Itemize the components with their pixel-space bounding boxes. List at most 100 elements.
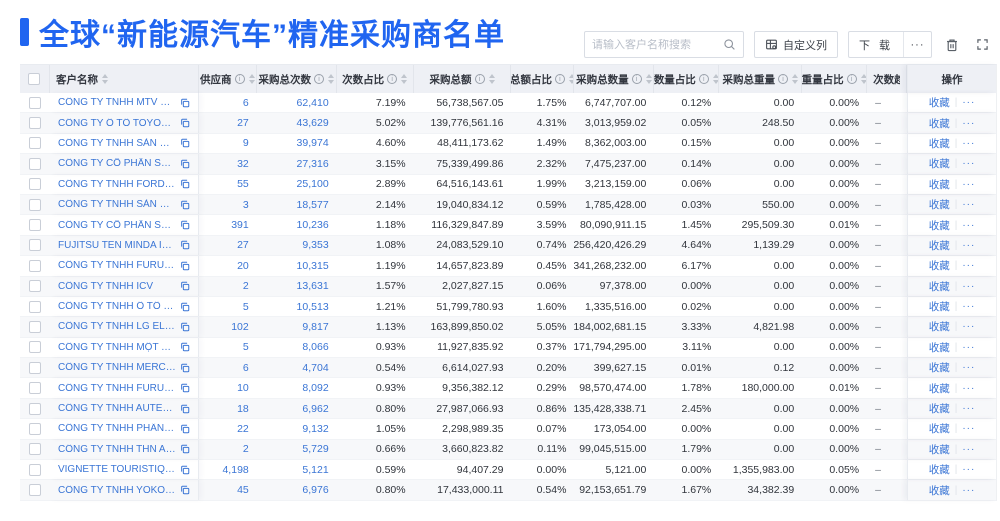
- info-icon[interactable]: i: [846, 74, 857, 84]
- sort-icon[interactable]: [860, 74, 867, 84]
- sort-icon[interactable]: [327, 74, 334, 84]
- row-checkbox[interactable]: [28, 484, 41, 497]
- company-name-link[interactable]: CÔNG TY TNHH SẢN XUẤT VÀ ...: [57, 137, 176, 149]
- cell-value-link[interactable]: 5: [242, 300, 249, 313]
- copy-icon[interactable]: [180, 200, 190, 210]
- cell-check[interactable]: [20, 297, 50, 316]
- cell-value-link[interactable]: 10: [237, 382, 249, 395]
- row-checkbox[interactable]: [28, 463, 41, 476]
- cell-value-link[interactable]: 8,066: [302, 341, 329, 354]
- cell-check[interactable]: [20, 236, 50, 255]
- column-header-suppliers[interactable]: 供应商 i: [199, 65, 257, 93]
- company-name-link[interactable]: CÔNG TY TNHH ICV: [57, 280, 153, 292]
- row-checkbox[interactable]: [28, 422, 41, 435]
- favorite-button[interactable]: 收藏: [928, 443, 950, 456]
- row-more-button[interactable]: ···: [962, 341, 976, 353]
- copy-icon[interactable]: [180, 465, 190, 475]
- row-more-button[interactable]: ···: [962, 321, 976, 333]
- cell-check[interactable]: [20, 93, 50, 112]
- favorite-button[interactable]: 收藏: [928, 403, 950, 416]
- column-header-purchase_weight[interactable]: 采购总重量 i: [719, 65, 803, 93]
- cell-value-link[interactable]: 4,198: [222, 463, 249, 476]
- customer-search[interactable]: [584, 31, 744, 58]
- cell-value-link[interactable]: 6,976: [302, 484, 329, 497]
- favorite-button[interactable]: 收藏: [928, 199, 950, 212]
- copy-icon[interactable]: [180, 98, 190, 108]
- cell-value-link[interactable]: 9,132: [302, 422, 329, 435]
- cell-value-link[interactable]: 22: [237, 422, 249, 435]
- row-checkbox[interactable]: [28, 117, 41, 130]
- info-icon[interactable]: i: [474, 74, 485, 84]
- favorite-button[interactable]: 收藏: [928, 219, 950, 232]
- cell-value-link[interactable]: 45: [237, 484, 249, 497]
- company-name-link[interactable]: CÔNG TY TNHH FURUKAWA A...: [57, 382, 176, 394]
- cell-value-link[interactable]: 5,121: [302, 463, 329, 476]
- row-more-button[interactable]: ···: [962, 301, 976, 313]
- row-checkbox[interactable]: [28, 402, 41, 415]
- favorite-button[interactable]: 收藏: [928, 178, 950, 191]
- cell-value-link[interactable]: 10,513: [296, 300, 329, 313]
- cell-check[interactable]: [20, 338, 50, 357]
- column-header-purchase_amount[interactable]: 采购总额 i: [414, 65, 512, 93]
- cell-value-link[interactable]: 2: [242, 443, 249, 456]
- company-name-link[interactable]: CÔNG TY TNHH AUTEL VIỆT N...: [57, 403, 176, 415]
- column-header-purchase_qty[interactable]: 采购总数量 i: [574, 65, 655, 93]
- info-icon[interactable]: i: [698, 74, 709, 84]
- copy-icon[interactable]: [180, 281, 190, 291]
- company-name-link[interactable]: CÔNG TY TNHH LG ELECTRON...: [57, 321, 176, 333]
- company-name-link[interactable]: CÔNG TY TNHH SẢN XUẤT VÀ ...: [57, 199, 176, 211]
- cell-check[interactable]: [20, 378, 50, 397]
- favorite-button[interactable]: 收藏: [928, 97, 950, 110]
- cell-value-link[interactable]: 3: [242, 198, 249, 211]
- sort-icon[interactable]: [488, 74, 495, 84]
- info-icon[interactable]: i: [387, 74, 398, 84]
- row-more-button[interactable]: ···: [962, 97, 976, 109]
- info-icon[interactable]: i: [554, 74, 565, 84]
- copy-icon[interactable]: [180, 342, 190, 352]
- row-more-button[interactable]: ···: [962, 382, 976, 394]
- column-header-weight_ratio[interactable]: 重量占比 i: [802, 65, 868, 93]
- favorite-button[interactable]: 收藏: [928, 158, 950, 171]
- row-checkbox[interactable]: [28, 320, 41, 333]
- cell-value-link[interactable]: 5: [242, 341, 249, 354]
- cell-value-link[interactable]: 6,962: [302, 402, 329, 415]
- row-more-button[interactable]: ···: [962, 423, 976, 435]
- cell-value-link[interactable]: 27: [237, 117, 249, 130]
- company-name-link[interactable]: VIGNETTE TOURISTIQUE G UNI...: [57, 464, 176, 476]
- column-header-purchase_times[interactable]: 采购总次数 i: [257, 65, 337, 93]
- sort-icon[interactable]: [101, 74, 108, 84]
- copy-icon[interactable]: [180, 302, 190, 312]
- select-all-checkbox[interactable]: [28, 73, 41, 85]
- favorite-button[interactable]: 收藏: [928, 423, 950, 436]
- info-icon[interactable]: i: [777, 74, 788, 84]
- cell-value-link[interactable]: 9,353: [302, 239, 329, 252]
- cell-value-link[interactable]: 102: [231, 320, 249, 333]
- row-more-button[interactable]: ···: [962, 403, 976, 415]
- copy-icon[interactable]: [180, 404, 190, 414]
- company-name-link[interactable]: CÔNG TY CỔ PHẦN SẢN XUẤT...: [57, 219, 176, 231]
- row-more-button[interactable]: ···: [962, 484, 976, 496]
- cell-check[interactable]: [20, 419, 50, 438]
- copy-icon[interactable]: [180, 220, 190, 230]
- row-checkbox[interactable]: [28, 382, 41, 395]
- copy-icon[interactable]: [180, 118, 190, 128]
- favorite-button[interactable]: 收藏: [928, 137, 950, 150]
- row-checkbox[interactable]: [28, 239, 41, 252]
- company-name-link[interactable]: CÔNG TY TNHH THN AUTOPAR...: [57, 443, 176, 455]
- cell-value-link[interactable]: 2: [242, 280, 249, 293]
- cell-value-link[interactable]: 39,974: [296, 137, 329, 150]
- row-more-button[interactable]: ···: [962, 443, 976, 455]
- row-more-button[interactable]: ···: [962, 362, 976, 374]
- company-name-link[interactable]: CÔNG TY TNHH Ô TÔ MITSUBI...: [57, 301, 176, 313]
- cell-check[interactable]: [20, 215, 50, 234]
- cell-value-link[interactable]: 43,629: [296, 117, 329, 130]
- copy-icon[interactable]: [180, 261, 190, 271]
- copy-icon[interactable]: [180, 179, 190, 189]
- cell-value-link[interactable]: 55: [237, 178, 249, 191]
- cell-check[interactable]: [20, 480, 50, 499]
- cell-check[interactable]: [20, 399, 50, 418]
- cell-value-link[interactable]: 6: [242, 361, 249, 374]
- company-name-link[interactable]: CÔNG TY TNHH MERCEDES-B...: [57, 362, 176, 374]
- row-checkbox[interactable]: [28, 341, 41, 354]
- row-checkbox[interactable]: [28, 443, 41, 456]
